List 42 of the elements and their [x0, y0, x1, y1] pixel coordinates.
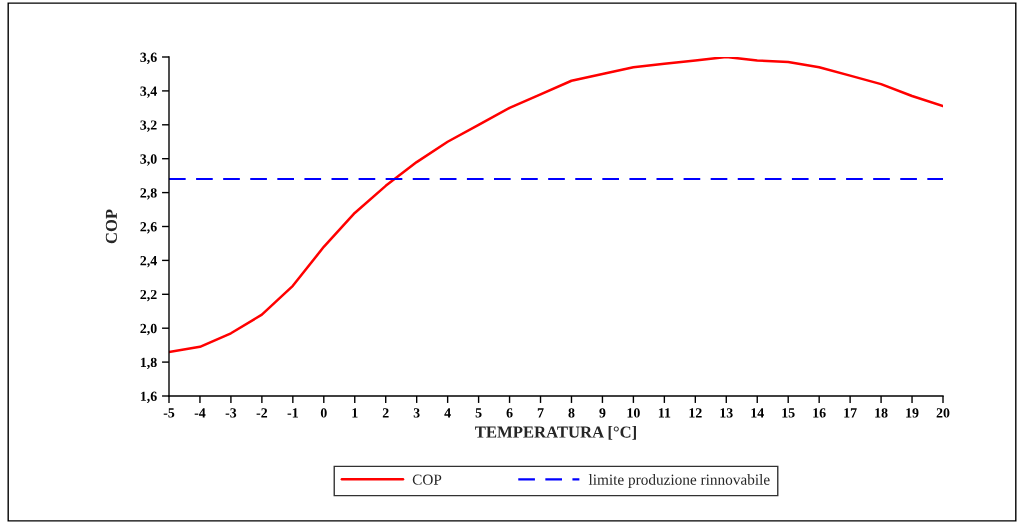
x-tick-label: 15: [782, 408, 795, 418]
y-tick-label: 3,2: [140, 120, 157, 132]
x-tick-label: 7: [537, 408, 544, 418]
y-tick-label: 1,8: [140, 357, 157, 370]
legend-label: COP: [412, 474, 442, 485]
x-tick-label: 12: [689, 408, 702, 418]
x-axis-title: TEMPERATURA [°C]: [475, 425, 636, 440]
x-tick-label: 0: [320, 408, 327, 418]
x-tick-label: 10: [627, 408, 640, 418]
x-tick-label: 19: [906, 408, 919, 418]
y-tick-label: 3,4: [140, 86, 157, 98]
x-tick-label: -1: [287, 408, 298, 418]
x-tick-label: -2: [256, 408, 268, 418]
y-tick-label: 2,8: [140, 188, 157, 200]
line-series: [169, 57, 943, 354]
y-tick-label: 2,6: [140, 222, 157, 234]
y-axis-title: COP: [105, 209, 117, 244]
x-tick-label: 16: [813, 408, 826, 418]
x-tick-label: 5: [475, 408, 482, 418]
x-tick-label: 9: [599, 408, 606, 418]
x-tick-label: 18: [875, 408, 888, 418]
x-tick-label: 13: [720, 408, 733, 418]
x-tick-label: 4: [444, 408, 451, 418]
y-tick-label: 2,2: [140, 289, 157, 302]
y-tick-label: 2,0: [140, 323, 157, 336]
y-tick-label: 2,4: [140, 256, 157, 268]
x-tick-label: 11: [658, 408, 671, 418]
x-tick-label: -4: [194, 408, 206, 418]
y-tick-label: 3,0: [140, 154, 157, 166]
x-tick-label: 8: [568, 408, 575, 418]
x-tick-label: 20: [936, 408, 950, 418]
x-tick-label: 6: [506, 408, 513, 418]
y-tick-label: 1,6: [140, 391, 157, 403]
x-tick-label: -5: [163, 408, 175, 418]
x-tick-label: 3: [413, 408, 420, 418]
x-tick-label: 14: [751, 408, 764, 418]
x-tick-label: 17: [844, 408, 857, 418]
x-tick-label: 1: [352, 408, 358, 418]
y-tick-label: 3,6: [140, 52, 157, 64]
x-tick-label: 2: [382, 408, 389, 418]
x-tick-label: -3: [225, 408, 237, 418]
legend-label: limite produzione rinnovabile: [588, 474, 770, 488]
